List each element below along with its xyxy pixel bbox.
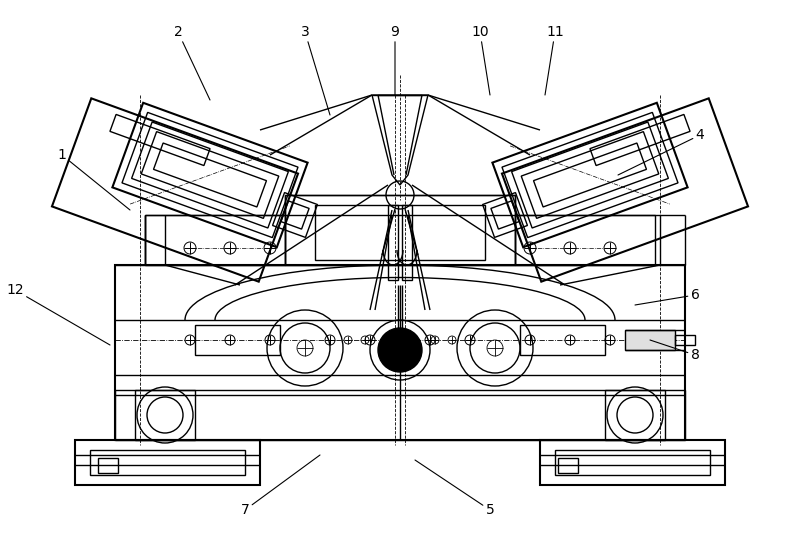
Bar: [135, 390, 195, 440]
Bar: [558, 458, 578, 473]
Bar: [115, 390, 685, 440]
Bar: [195, 325, 280, 355]
Text: 5: 5: [415, 460, 494, 517]
Text: 6: 6: [635, 288, 699, 305]
Bar: [285, 195, 515, 265]
Bar: [520, 325, 605, 355]
Bar: [625, 330, 675, 350]
Bar: [515, 215, 655, 265]
Text: 12: 12: [6, 283, 110, 345]
Bar: [555, 450, 710, 475]
Bar: [315, 205, 485, 260]
Text: 3: 3: [301, 25, 330, 115]
Bar: [98, 458, 118, 473]
Text: 2: 2: [174, 25, 210, 100]
Text: 7: 7: [241, 455, 320, 517]
Bar: [388, 205, 398, 280]
Circle shape: [378, 328, 422, 372]
Bar: [605, 390, 665, 440]
Bar: [675, 335, 695, 345]
Bar: [115, 265, 685, 440]
Bar: [75, 440, 260, 485]
Bar: [540, 440, 725, 485]
Bar: [90, 450, 245, 475]
Text: 4: 4: [618, 128, 704, 175]
Bar: [402, 205, 412, 280]
Text: 9: 9: [390, 25, 399, 95]
Bar: [145, 215, 285, 265]
Text: 11: 11: [545, 25, 564, 95]
Text: 10: 10: [471, 25, 490, 95]
Text: 8: 8: [650, 340, 699, 362]
Text: 1: 1: [58, 148, 130, 210]
